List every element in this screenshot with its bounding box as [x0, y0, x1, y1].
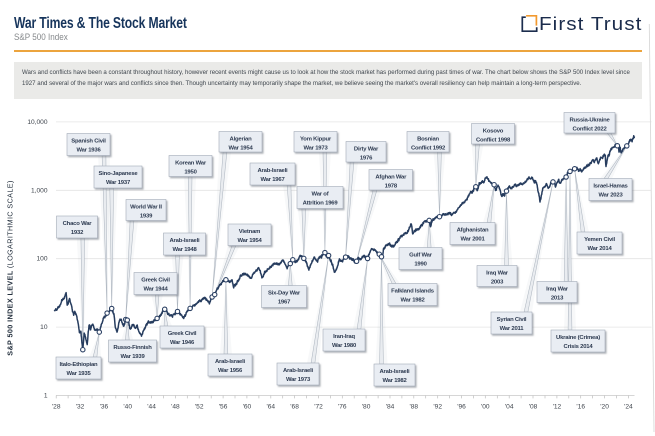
- svg-text:'60: '60: [243, 403, 252, 410]
- svg-text:War 1944: War 1944: [143, 287, 168, 293]
- svg-text:Kosovo: Kosovo: [483, 129, 504, 135]
- svg-text:Greek Civil: Greek Civil: [141, 278, 170, 284]
- svg-text:'52: '52: [195, 403, 204, 410]
- svg-text:Greek Civil: Greek Civil: [168, 331, 197, 337]
- svg-text:Gulf War: Gulf War: [409, 253, 433, 259]
- svg-text:War 1967: War 1967: [260, 177, 285, 183]
- svg-text:'48: '48: [171, 403, 180, 410]
- svg-text:Spanish Civil: Spanish Civil: [71, 139, 106, 145]
- svg-text:War 2001: War 2001: [460, 237, 485, 243]
- svg-text:Conflict 2022: Conflict 2022: [572, 127, 607, 133]
- svg-text:2013: 2013: [551, 296, 564, 302]
- svg-text:'40: '40: [123, 403, 132, 410]
- svg-text:War 2011: War 2011: [500, 326, 525, 332]
- svg-text:War 1954: War 1954: [237, 238, 262, 244]
- svg-text:Sino-Japanese: Sino-Japanese: [99, 171, 139, 177]
- svg-text:'04: '04: [505, 403, 514, 410]
- svg-text:Arab-Israeli: Arab-Israeli: [215, 359, 246, 365]
- svg-text:Ukraine (Crimea): Ukraine (Crimea): [556, 335, 600, 341]
- svg-text:Arab-Israeli: Arab-Israeli: [379, 369, 410, 375]
- svg-text:'84: '84: [386, 403, 395, 410]
- svg-text:'96: '96: [457, 403, 466, 410]
- svg-text:Russo-Finnish: Russo-Finnish: [113, 345, 152, 351]
- svg-text:1939: 1939: [140, 214, 153, 220]
- svg-text:'88: '88: [410, 403, 419, 410]
- svg-text:Attrition 1969: Attrition 1969: [303, 201, 339, 207]
- svg-text:Israel-Hamas: Israel-Hamas: [593, 184, 628, 190]
- svg-text:War 1939: War 1939: [120, 354, 145, 360]
- svg-text:Six-Day War: Six-Day War: [268, 291, 301, 297]
- svg-text:War 1948: War 1948: [172, 247, 197, 253]
- svg-text:War 1980: War 1980: [332, 343, 357, 349]
- svg-text:1978: 1978: [385, 184, 398, 190]
- svg-text:War of: War of: [312, 192, 329, 198]
- svg-text:Falkland Islands: Falkland Islands: [391, 289, 435, 295]
- svg-text:'92: '92: [433, 403, 442, 410]
- svg-text:'44: '44: [147, 403, 156, 410]
- svg-text:War 2014: War 2014: [587, 246, 612, 252]
- svg-text:Iran-Iraq: Iran-Iraq: [333, 334, 355, 340]
- svg-text:'80: '80: [362, 403, 371, 410]
- svg-text:War 1982: War 1982: [400, 298, 425, 304]
- svg-text:Afghan War: Afghan War: [375, 175, 407, 181]
- svg-text:1990: 1990: [414, 262, 427, 268]
- svg-text:Conflict 1998: Conflict 1998: [476, 138, 511, 144]
- svg-text:War 1982: War 1982: [382, 378, 407, 384]
- svg-text:S&P 500 INDEX LEVEL (LOGARITHM: S&P 500 INDEX LEVEL (LOGARITHMIC SCALE): [6, 180, 15, 356]
- svg-text:1,000: 1,000: [31, 187, 48, 194]
- svg-text:Algerian: Algerian: [230, 137, 253, 143]
- svg-text:War 1936: War 1936: [76, 148, 101, 154]
- svg-text:1950: 1950: [184, 170, 197, 176]
- svg-text:'68: '68: [290, 403, 299, 410]
- svg-text:1967: 1967: [278, 300, 291, 306]
- svg-text:1: 1: [44, 393, 48, 400]
- svg-text:War 2023: War 2023: [598, 193, 623, 199]
- svg-text:War 1935: War 1935: [66, 371, 91, 377]
- svg-text:'12: '12: [553, 403, 562, 410]
- svg-text:Crisis 2014: Crisis 2014: [564, 344, 594, 350]
- svg-text:10,000: 10,000: [27, 119, 48, 126]
- svg-text:War 1956: War 1956: [218, 368, 243, 374]
- svg-text:Vietnam: Vietnam: [239, 229, 260, 235]
- svg-text:Bosnian: Bosnian: [417, 137, 439, 143]
- svg-text:Chaco War: Chaco War: [63, 221, 93, 227]
- svg-text:'20: '20: [600, 403, 609, 410]
- svg-text:100: 100: [36, 256, 47, 263]
- svg-text:'28: '28: [52, 403, 61, 410]
- svg-text:Conflict 1992: Conflict 1992: [411, 146, 446, 152]
- svg-text:Arab-Israeli: Arab-Israeli: [257, 168, 288, 174]
- svg-text:Afghanistan: Afghanistan: [457, 228, 489, 234]
- svg-text:War 1946: War 1946: [170, 340, 195, 346]
- svg-text:War 1954: War 1954: [228, 146, 253, 152]
- svg-text:War 1973: War 1973: [286, 377, 311, 383]
- svg-text:'08: '08: [529, 403, 538, 410]
- svg-text:'00: '00: [481, 403, 490, 410]
- svg-text:Korean War: Korean War: [175, 161, 207, 167]
- svg-text:'32: '32: [76, 403, 85, 410]
- svg-text:Yom Kippur: Yom Kippur: [300, 137, 332, 143]
- svg-text:'36: '36: [100, 403, 109, 410]
- svg-text:2003: 2003: [491, 280, 504, 286]
- svg-text:'24: '24: [624, 403, 633, 410]
- svg-text:Italo-Ethiopian: Italo-Ethiopian: [60, 362, 99, 368]
- svg-text:World War II: World War II: [130, 205, 162, 211]
- svg-text:'56: '56: [219, 403, 228, 410]
- svg-text:Arab-Israeli: Arab-Israeli: [169, 238, 200, 244]
- svg-text:'72: '72: [314, 403, 323, 410]
- svg-text:Iraq War: Iraq War: [486, 271, 509, 277]
- svg-text:Arab-Israeli: Arab-Israeli: [283, 368, 314, 374]
- svg-text:10: 10: [40, 324, 48, 331]
- svg-text:War 1973: War 1973: [303, 146, 328, 152]
- svg-text:1932: 1932: [71, 230, 84, 236]
- svg-text:Dirty War: Dirty War: [354, 147, 379, 153]
- svg-text:War 1937: War 1937: [106, 180, 131, 186]
- svg-text:Yemen Civil: Yemen Civil: [584, 237, 615, 243]
- svg-text:1976: 1976: [360, 156, 373, 162]
- svg-text:'76: '76: [338, 403, 347, 410]
- svg-text:'16: '16: [576, 403, 585, 410]
- svg-text:Syrian Civil: Syrian Civil: [497, 317, 527, 323]
- svg-text:Iraq War: Iraq War: [546, 287, 569, 293]
- svg-text:'64: '64: [267, 403, 276, 410]
- svg-text:Russia-Ukraine: Russia-Ukraine: [569, 118, 610, 124]
